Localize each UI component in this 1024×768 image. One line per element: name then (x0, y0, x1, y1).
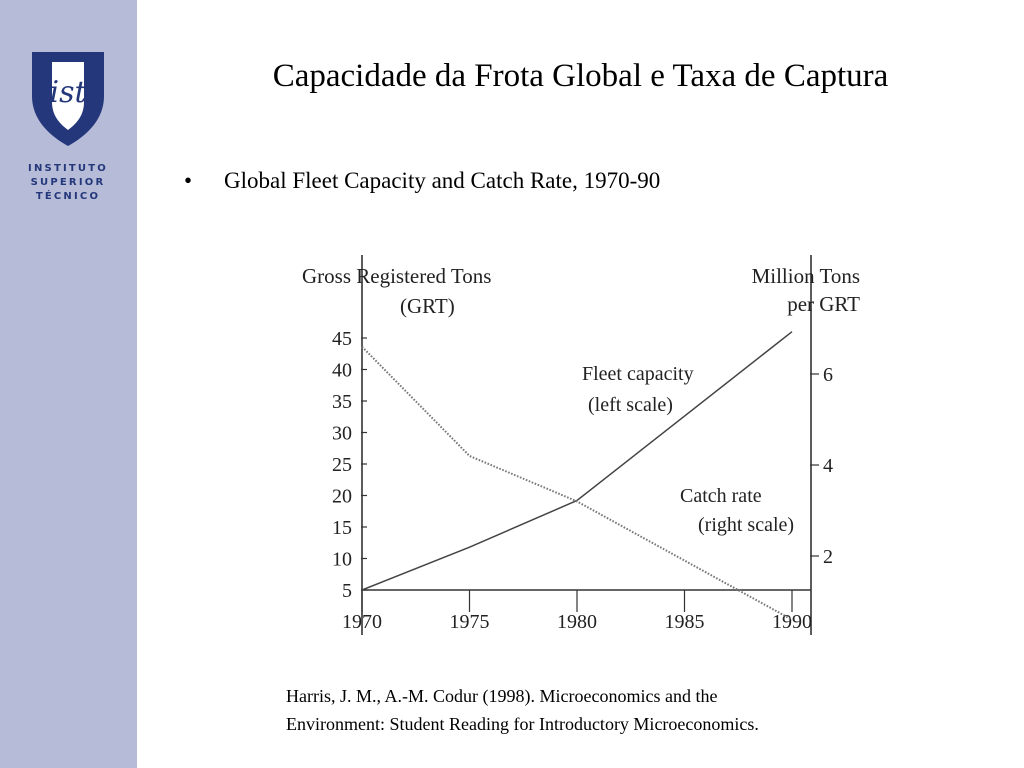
left-tick-label: 30 (332, 423, 352, 445)
series-annotation-catch-rate: (right scale) (698, 514, 794, 536)
citation: Harris, J. M., A.-M. Codur (1998). Micro… (286, 682, 759, 738)
bullet-item: • Global Fleet Capacity and Catch Rate, 1… (184, 168, 660, 194)
citation-line-2: Environment: Student Reading for Introdu… (286, 714, 759, 734)
citation-line-1: Harris, J. M., A.-M. Codur (1998). Micro… (286, 686, 718, 706)
left-tick-label: 35 (332, 391, 352, 413)
left-tick-label: 25 (332, 454, 352, 476)
fleet-capacity-chart: Gross Registered Tons (GRT) Million Tons pe… (302, 255, 860, 635)
x-tick-label: 1990 (772, 611, 812, 633)
series-annotation-fleet-capacity: Fleet capacity (582, 363, 694, 385)
logo-line-1: INSTITUTO (28, 163, 108, 174)
svg-text:ist: ist (49, 75, 87, 110)
logo-text: INSTITUTO SUPERIOR TÉCNICO (20, 162, 116, 204)
bullet-dot: • (184, 168, 193, 193)
right-tick-label: 4 (823, 455, 833, 477)
series-line-catch-rate (361, 345, 793, 621)
x-tick-label: 1980 (557, 611, 597, 633)
left-tick-label: 20 (332, 486, 352, 508)
slide-title: Capacidade da Frota Global e Taxa de Cap… (272, 58, 889, 94)
left-tick-label: 15 (332, 517, 352, 539)
right-axis-title-line-1: Million Tons (752, 264, 860, 288)
right-tick-label: 6 (823, 364, 833, 386)
left-tick-label: 5 (342, 580, 352, 602)
left-axis-title-line-1: Gross Registered Tons (302, 264, 491, 288)
ist-logo: ist INSTITUTO SUPERIOR TÉCNICO (20, 50, 116, 204)
x-tick-label: 1975 (450, 611, 490, 633)
ist-shield-icon: ist (32, 52, 104, 146)
left-axis-title-line-2: (GRT) (400, 294, 455, 318)
left-tick-label: 40 (332, 360, 352, 382)
right-tick-label: 2 (823, 546, 833, 568)
right-axis-title-line-2: per GRT (787, 292, 860, 316)
x-tick-label: 1970 (342, 611, 382, 633)
logo-line-2: SUPERIOR (30, 177, 106, 188)
left-tick-label: 10 (332, 549, 352, 571)
series-annotation-fleet-capacity: (left scale) (588, 394, 673, 416)
series-annotation-catch-rate: Catch rate (680, 485, 762, 507)
left-tick-label: 45 (332, 328, 352, 350)
x-tick-label: 1985 (665, 611, 705, 633)
series-line-fleet-capacity (361, 331, 793, 591)
logo-line-3: TÉCNICO (35, 191, 101, 202)
sidebar: ist INSTITUTO SUPERIOR TÉCNICO (0, 0, 137, 768)
bullet-text: Global Fleet Capacity and Catch Rate, 19… (224, 168, 661, 193)
